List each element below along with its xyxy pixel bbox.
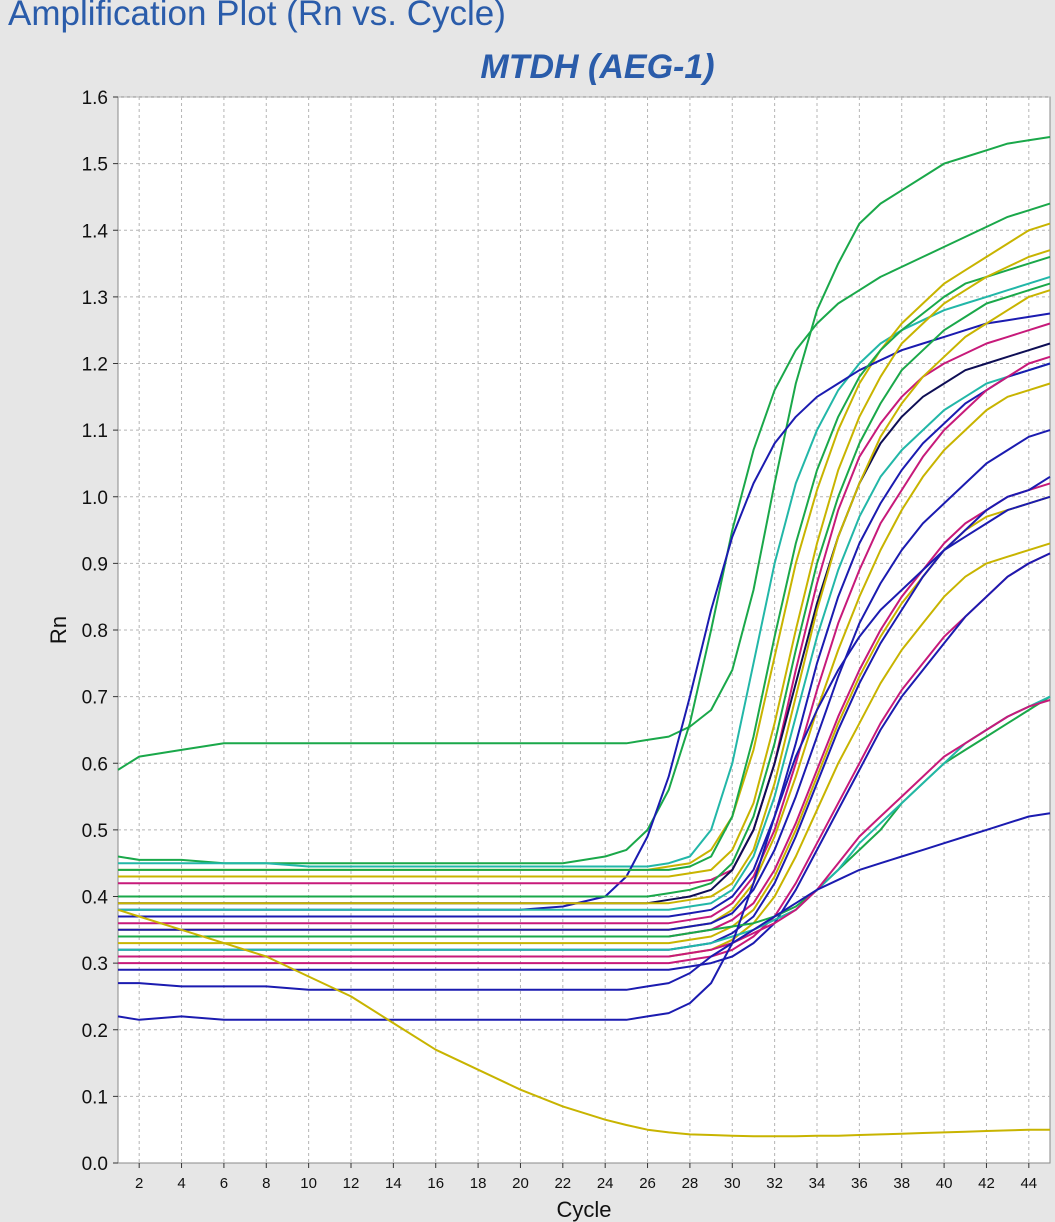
series-line-3[interactable] <box>118 275 1051 868</box>
x-tick-label: 18 <box>470 1175 487 1192</box>
x-tick-label: 22 <box>554 1175 571 1192</box>
y-tick-label: 0.6 <box>82 754 108 775</box>
series-line-7[interactable] <box>118 249 1051 878</box>
y-tick-label: 0.0 <box>82 1154 108 1175</box>
series-line-28[interactable] <box>117 908 1050 1138</box>
series-line-16[interactable] <box>118 429 1051 931</box>
series-line-2[interactable] <box>117 202 1051 865</box>
grid-lines <box>118 96 1050 1163</box>
series-line-13[interactable] <box>118 362 1051 918</box>
series-line-21[interactable] <box>118 552 1051 965</box>
x-tick-label: 42 <box>978 1175 995 1192</box>
y-tick-label: 1.6 <box>82 88 108 109</box>
x-tick-label: 30 <box>724 1175 741 1192</box>
y-tick-label: 1.3 <box>82 288 108 309</box>
y-tick-label: 0.5 <box>82 821 108 842</box>
y-tick-label: 1.4 <box>82 221 109 242</box>
series-line-8[interactable] <box>118 322 1051 885</box>
y-tick-label: 0.7 <box>82 688 108 709</box>
y-tick-label: 0.9 <box>82 554 108 575</box>
y-tick-label: 0.2 <box>82 1021 108 1042</box>
x-tick-label: 2 <box>135 1175 143 1192</box>
x-tick-label: 8 <box>262 1175 270 1192</box>
x-tick-label: 26 <box>639 1175 656 1192</box>
series-line-1[interactable] <box>117 136 1051 771</box>
window-title: Amplification Plot (Rn vs. Cycle) <box>8 0 506 33</box>
y-tick-label: 0.1 <box>82 1087 108 1108</box>
y-tick-label: 0.8 <box>82 621 108 642</box>
x-tick-label: 14 <box>385 1175 402 1192</box>
x-tick-label: 38 <box>893 1175 910 1192</box>
x-tick-label: 24 <box>597 1175 614 1192</box>
y-tick-label: 0.4 <box>82 888 109 909</box>
x-tick-label: 6 <box>220 1175 228 1192</box>
x-tick-label: 32 <box>766 1175 783 1192</box>
x-axis-label: Cycle <box>556 1197 611 1222</box>
x-tick-label: 44 <box>1020 1175 1037 1192</box>
y-tick-label: 0.3 <box>82 954 108 975</box>
series-line-11[interactable] <box>118 289 1051 905</box>
series-line-6[interactable] <box>118 255 1051 871</box>
series-line-9[interactable] <box>118 282 1051 898</box>
x-tick-label: 40 <box>936 1175 953 1192</box>
x-tick-label: 12 <box>343 1175 360 1192</box>
x-tick-label: 4 <box>177 1175 185 1192</box>
series-line-14[interactable] <box>118 355 1051 925</box>
x-tick-label: 10 <box>300 1175 317 1192</box>
y-axis-label: Rn <box>46 616 71 644</box>
y-axis: 0.0 0.1 0.2 0.3 0.4 0.5 0.6 0.7 0.8 0.9 1.0 1.1 1.2 1… <box>82 88 118 1175</box>
series-layer <box>117 136 1051 1138</box>
chart-title: MTDH (AEG-1) <box>480 48 715 86</box>
x-tick-label: 16 <box>427 1175 444 1192</box>
y-tick-label: 1.2 <box>82 355 108 376</box>
y-tick-label: 1.5 <box>82 155 108 176</box>
x-tick-label: 28 <box>682 1175 699 1192</box>
x-tick-label: 20 <box>512 1175 529 1192</box>
series-line-26[interactable] <box>118 812 1051 991</box>
series-line-24[interactable] <box>118 695 1051 951</box>
x-tick-label: 34 <box>809 1175 826 1192</box>
series-line-27[interactable] <box>117 495 1051 1021</box>
series-line-25[interactable] <box>118 699 1051 958</box>
y-tick-label: 1.0 <box>82 488 108 509</box>
x-tick-label: 36 <box>851 1175 868 1192</box>
series-line-12[interactable] <box>118 362 1051 911</box>
x-axis: 2 4 6 8 10 12 14 16 18 20 22 24 26 28 30 32 34 36 38 40 42 44 <box>135 1163 1037 1192</box>
y-tick-label: 1.1 <box>82 421 108 442</box>
